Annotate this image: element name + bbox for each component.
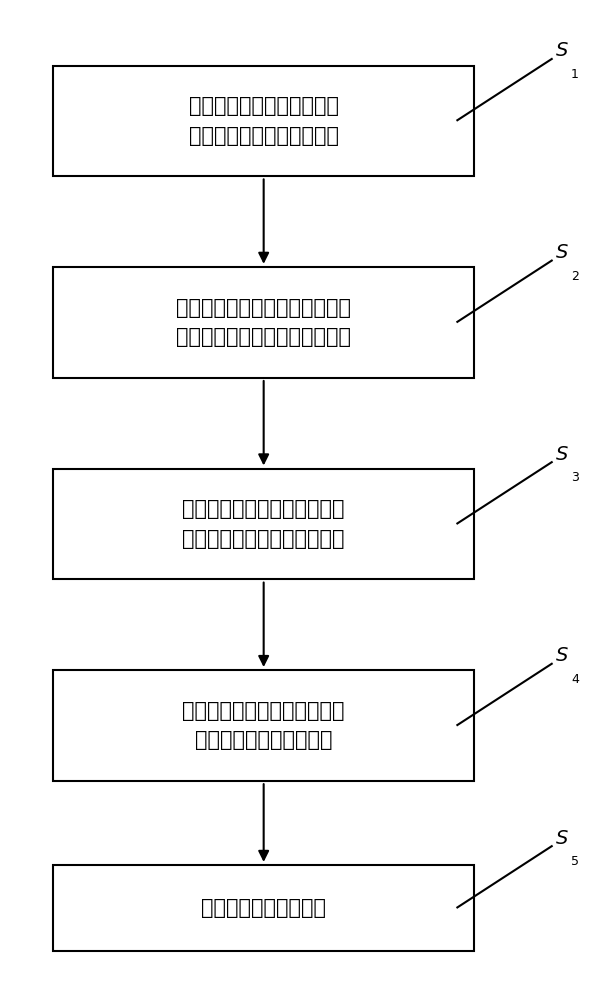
Text: S: S	[555, 646, 568, 665]
Text: S: S	[555, 445, 568, 464]
Text: 对齐影像并建立高程密集点云
拼接影像并生成地表模型数据: 对齐影像并建立高程密集点云 拼接影像并生成地表模型数据	[182, 499, 345, 549]
Text: 生成三维模型从中获取农作物
最小高程值和最大高程值: 生成三维模型从中获取农作物 最小高程值和最大高程值	[182, 701, 345, 750]
Text: 5: 5	[571, 855, 579, 868]
Text: 1: 1	[571, 68, 579, 81]
Text: 3: 3	[571, 471, 579, 484]
FancyBboxPatch shape	[54, 670, 474, 781]
Text: 4: 4	[571, 673, 579, 686]
FancyBboxPatch shape	[54, 865, 474, 951]
Text: S: S	[555, 41, 568, 60]
FancyBboxPatch shape	[54, 267, 474, 378]
Text: 2: 2	[571, 270, 579, 283]
Text: S: S	[555, 243, 568, 262]
FancyBboxPatch shape	[54, 66, 474, 176]
Text: 采集地面控制点的地理坐标
以及该控制点的地表高程值: 采集地面控制点的地理坐标 以及该控制点的地表高程值	[189, 96, 339, 146]
Text: 获得农作物在生长初始包括地面
控制点的原始影像以及测量影像: 获得农作物在生长初始包括地面 控制点的原始影像以及测量影像	[176, 298, 351, 347]
Text: 输出农作物的生长高度: 输出农作物的生长高度	[201, 898, 326, 918]
Text: S: S	[555, 829, 568, 848]
FancyBboxPatch shape	[54, 469, 474, 579]
